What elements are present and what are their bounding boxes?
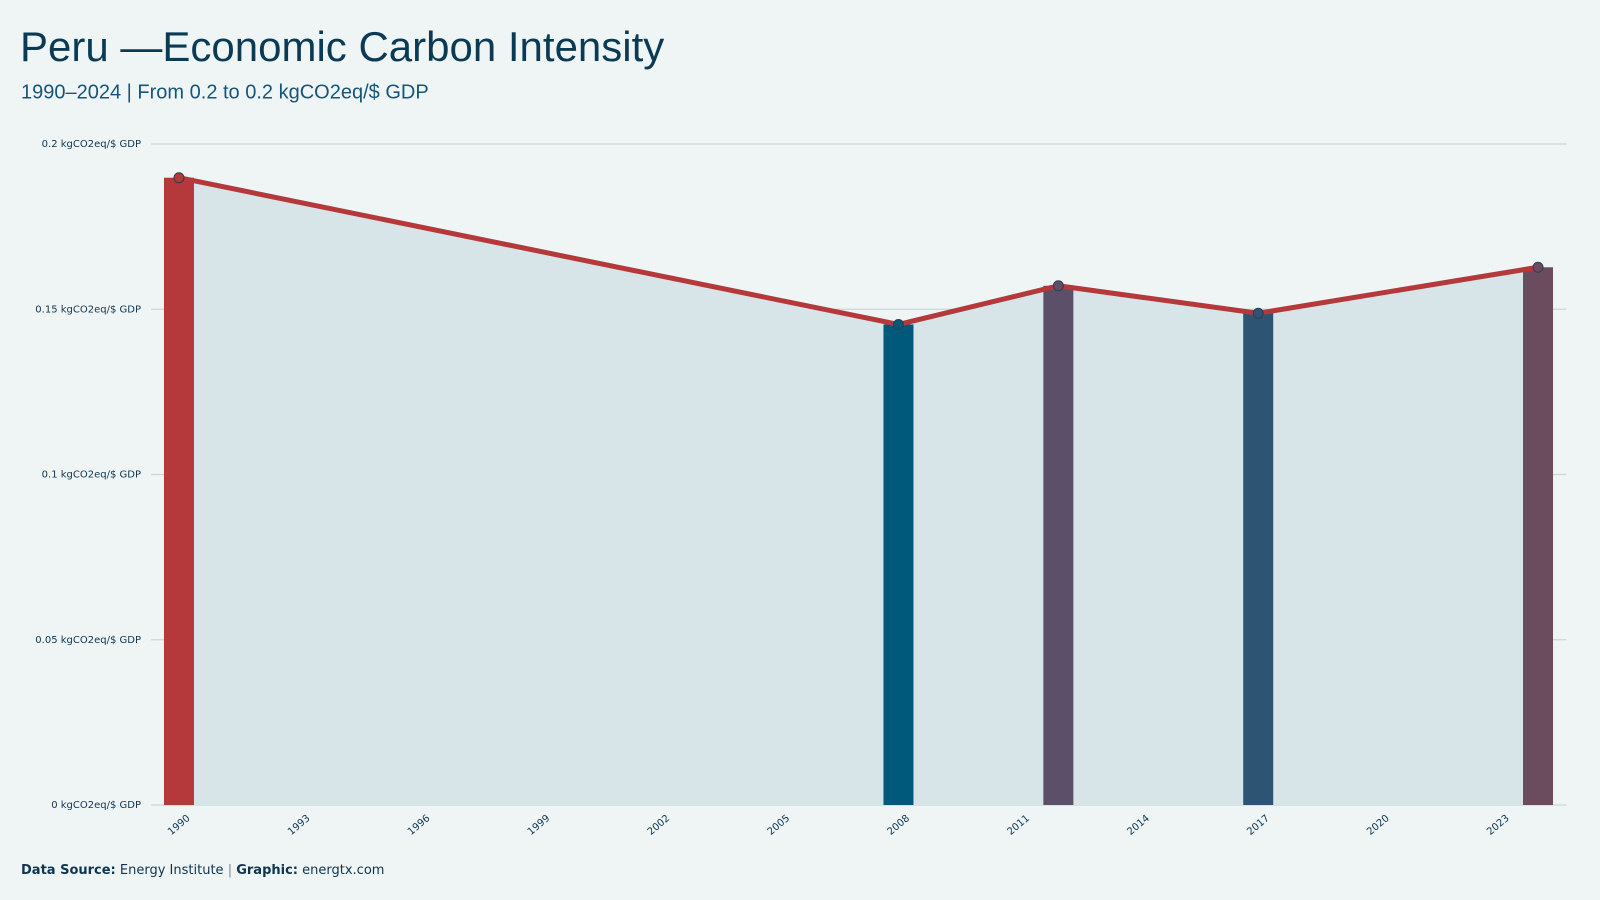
x-tick-label: 1996 [406, 813, 433, 838]
graphic: energtx.com [302, 863, 384, 878]
bar [163, 177, 194, 805]
x-tick-label: 2005 [766, 813, 793, 838]
x-tick-label: 2023 [1485, 813, 1512, 838]
bar [1043, 285, 1074, 805]
graphic-label: Graphic: [236, 863, 298, 878]
point [173, 172, 185, 184]
point [892, 318, 904, 330]
chart-title: Peru —Economic Carbon Intensity [20, 23, 664, 70]
bar [883, 324, 914, 805]
point [1252, 307, 1264, 319]
footer: Data Source: Energy Institute | Graphic:… [21, 863, 384, 878]
x-tick-label: 2002 [646, 813, 673, 838]
separator: | [228, 863, 232, 878]
x-tick-label: 2014 [1125, 813, 1152, 838]
bar [1243, 313, 1274, 805]
x-tick-label: 1999 [526, 813, 553, 838]
x-tick-label: 2017 [1245, 813, 1272, 838]
y-tick-label: 0.1 kgCO2eq/$ GDP [42, 470, 141, 481]
chart-subtitle: 1990–2024 | From 0.2 to 0.2 kgCO2eq/$ GD… [21, 81, 429, 103]
bar [1523, 267, 1554, 805]
y-tick-label: 0.05 kgCO2eq/$ GDP [35, 635, 141, 646]
y-tick-label: 0.2 kgCO2eq/$ GDP [42, 139, 141, 150]
x-tick-label: 2020 [1365, 813, 1392, 838]
x-tick-label: 2008 [886, 813, 913, 838]
point [1532, 261, 1544, 273]
x-tick-label: 1990 [166, 813, 193, 838]
area [178, 177, 1539, 805]
source-label: Data Source: [21, 863, 116, 878]
x-tick-label: 2011 [1005, 813, 1032, 838]
point [1052, 280, 1064, 292]
y-tick-label: 0 kgCO2eq/$ GDP [51, 800, 141, 811]
x-tick-label: 1993 [286, 813, 313, 838]
source: Energy Institute [120, 863, 224, 878]
y-tick-label: 0.15 kgCO2eq/$ GDP [35, 304, 141, 315]
